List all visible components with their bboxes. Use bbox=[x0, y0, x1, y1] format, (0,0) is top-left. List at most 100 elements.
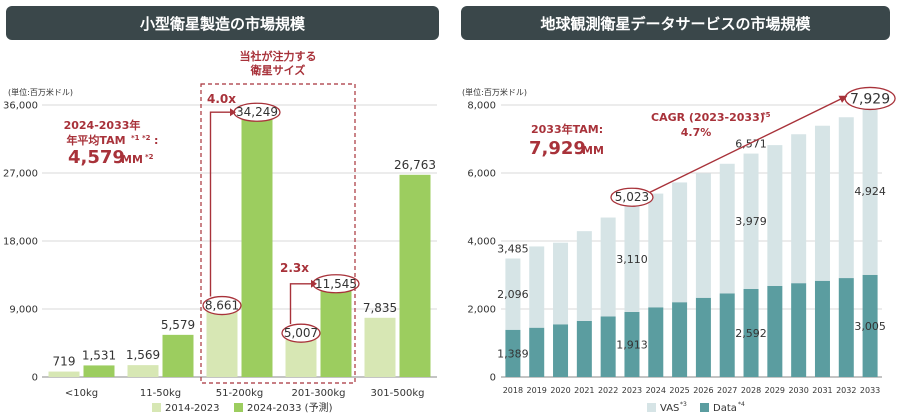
highlight-ellipse bbox=[610, 187, 654, 207]
x-tick-label: 2021 bbox=[574, 386, 594, 395]
x-tick-label: 2024 bbox=[646, 386, 666, 395]
data-label: 5,007 bbox=[284, 326, 318, 340]
bar-data bbox=[600, 316, 616, 377]
bar-data bbox=[529, 327, 545, 377]
data-label: 7,835 bbox=[363, 301, 397, 315]
x-tick-label: 2031 bbox=[812, 386, 832, 395]
bar-data bbox=[505, 329, 521, 377]
right-chart-title: 地球観測衛星データサービスの市場規模 bbox=[461, 6, 890, 40]
y-tick-label: 9,000 bbox=[9, 305, 38, 316]
data-label: 5,579 bbox=[161, 318, 195, 332]
cagr-arrow-head bbox=[838, 95, 848, 103]
x-tick-label: 11-50kg bbox=[140, 388, 181, 399]
tam-value: 7,929 bbox=[529, 138, 586, 159]
x-tick-label: 2029 bbox=[765, 386, 785, 395]
legend-note: *4 bbox=[738, 401, 745, 408]
tam-value: 4,579 bbox=[68, 147, 125, 168]
legend-label: Data bbox=[713, 403, 737, 414]
y-tick-label: 8,000 bbox=[467, 101, 496, 112]
bar-vas bbox=[767, 145, 783, 286]
bar bbox=[364, 317, 396, 377]
y-tick-label: 27,000 bbox=[3, 169, 38, 180]
bar-vas bbox=[624, 206, 640, 312]
bar-vas bbox=[600, 217, 616, 317]
unit-label: (単位:百万米ドル) bbox=[462, 87, 527, 97]
y-tick-label: 18,000 bbox=[3, 237, 38, 248]
tam-label: 2033年TAM: bbox=[531, 122, 603, 136]
bar-data bbox=[767, 285, 783, 377]
legend-swatch bbox=[700, 403, 709, 412]
bar-vas bbox=[529, 246, 545, 328]
left-chart-title: 小型衛星製造の市場規模 bbox=[6, 6, 439, 40]
bar-data bbox=[719, 293, 735, 377]
x-tick-label: 2032 bbox=[836, 386, 856, 395]
x-tick-label: 301-500kg bbox=[371, 388, 425, 399]
bar-vas bbox=[576, 231, 592, 321]
legend-label: VAS bbox=[660, 403, 679, 414]
bar bbox=[241, 118, 273, 378]
data-label: 1,569 bbox=[126, 348, 160, 362]
data-label: 1,389 bbox=[497, 347, 529, 360]
bar-data bbox=[838, 278, 854, 377]
bar-data bbox=[791, 283, 807, 377]
bar-data bbox=[576, 320, 592, 377]
bar-data bbox=[648, 307, 664, 377]
y-tick-label: 0 bbox=[490, 373, 496, 384]
bar-vas bbox=[553, 242, 569, 325]
tam-label: : bbox=[154, 134, 158, 147]
bar-data bbox=[624, 311, 640, 377]
growth-arrow bbox=[289, 283, 311, 325]
tam-label: 年平均TAM bbox=[66, 133, 125, 147]
data-label: 3,005 bbox=[854, 320, 886, 333]
bar bbox=[285, 339, 317, 377]
x-tick-label: 2026 bbox=[693, 386, 713, 395]
legend-label: 2024-2033 (予測) bbox=[247, 401, 333, 414]
x-tick-label: <10kg bbox=[65, 388, 98, 399]
multiplier-label: 4.0x bbox=[207, 92, 236, 106]
x-tick-label: 2027 bbox=[717, 386, 737, 395]
data-label: 3,485 bbox=[497, 243, 529, 256]
x-tick-label: 2023 bbox=[622, 386, 642, 395]
tam-note: *2 bbox=[145, 153, 154, 161]
multiplier-label: 2.3x bbox=[280, 261, 309, 275]
bar-vas bbox=[838, 117, 854, 279]
bar-data bbox=[695, 297, 711, 377]
bar bbox=[399, 174, 431, 377]
data-label: 2,096 bbox=[497, 288, 529, 301]
data-label: 11,545 bbox=[315, 277, 357, 291]
highlight-ellipse bbox=[281, 323, 321, 343]
growth-arrow bbox=[209, 111, 230, 297]
y-tick-label: 0 bbox=[32, 373, 38, 384]
x-tick-label: 2018 bbox=[503, 386, 523, 395]
legend-swatch bbox=[152, 403, 161, 412]
bar-vas bbox=[672, 182, 688, 303]
bar bbox=[320, 289, 352, 377]
data-label: 3,110 bbox=[616, 253, 648, 266]
growth-arrow-head bbox=[311, 279, 317, 288]
bar-data bbox=[672, 302, 688, 377]
bar-data bbox=[814, 280, 830, 377]
bar-vas bbox=[719, 163, 735, 294]
bar-vas bbox=[695, 173, 711, 298]
cagr-note: *5 bbox=[762, 111, 771, 119]
data-label: 7,929 bbox=[850, 91, 890, 107]
x-tick-label: 2020 bbox=[550, 386, 570, 395]
cagr-value: 4.7% bbox=[681, 126, 712, 139]
y-tick-label: 2,000 bbox=[467, 305, 496, 316]
data-label: 1,531 bbox=[82, 348, 116, 362]
bar bbox=[206, 311, 238, 377]
x-tick-label: 201-300kg bbox=[292, 388, 346, 399]
bar bbox=[162, 334, 194, 377]
data-label: 8,661 bbox=[205, 299, 239, 313]
bar-vas bbox=[791, 134, 807, 284]
y-tick-label: 4,000 bbox=[467, 237, 496, 248]
highlight-ellipse bbox=[202, 295, 242, 316]
bar bbox=[48, 371, 80, 377]
x-tick-label: 2030 bbox=[788, 386, 808, 395]
bar-vas bbox=[505, 258, 521, 330]
bar bbox=[83, 365, 115, 377]
bar-vas bbox=[814, 125, 830, 281]
tam-unit: MM bbox=[582, 144, 604, 157]
y-tick-label: 36,000 bbox=[3, 101, 38, 112]
